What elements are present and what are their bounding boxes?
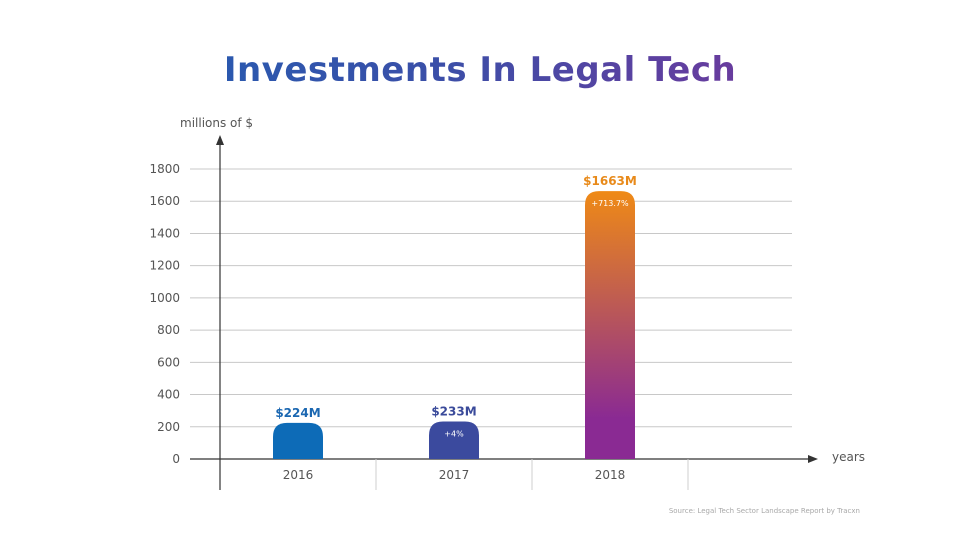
y-tick-label: 1000 [149, 291, 180, 305]
y-axis-arrow [216, 135, 224, 145]
change-label-2017: +4% [444, 429, 464, 438]
y-tick-label: 1400 [149, 226, 180, 240]
y-tick-label: 600 [157, 355, 180, 369]
x-axis-label: years [832, 450, 865, 464]
source-note: Source: Legal Tech Sector Landscape Repo… [668, 507, 860, 515]
y-tick-label: 0 [172, 452, 180, 466]
value-label-2016: $224M [275, 406, 320, 420]
y-tick-label: 1800 [149, 162, 180, 176]
bar-2017 [429, 421, 479, 459]
bar-2018 [585, 191, 635, 460]
y-tick-label: 200 [157, 420, 180, 434]
value-label-2018: $1663M [583, 174, 637, 188]
value-label-2017: $233M [431, 404, 476, 418]
y-tick-label: 400 [157, 388, 180, 402]
y-tick-label: 1600 [149, 194, 180, 208]
y-axis-label: millions of $ [180, 116, 253, 130]
bar-2016 [273, 422, 323, 459]
change-label-2018: +713.7% [591, 199, 629, 208]
chart-title: Investments In Legal Tech [0, 50, 960, 90]
x-tick-label: 2016 [283, 468, 314, 482]
x-tick-label: 2017 [439, 468, 470, 482]
x-tick-label: 2018 [595, 468, 626, 482]
x-axis-arrow [808, 455, 818, 463]
y-tick-label: 800 [157, 323, 180, 337]
y-tick-label: 1200 [149, 259, 180, 273]
